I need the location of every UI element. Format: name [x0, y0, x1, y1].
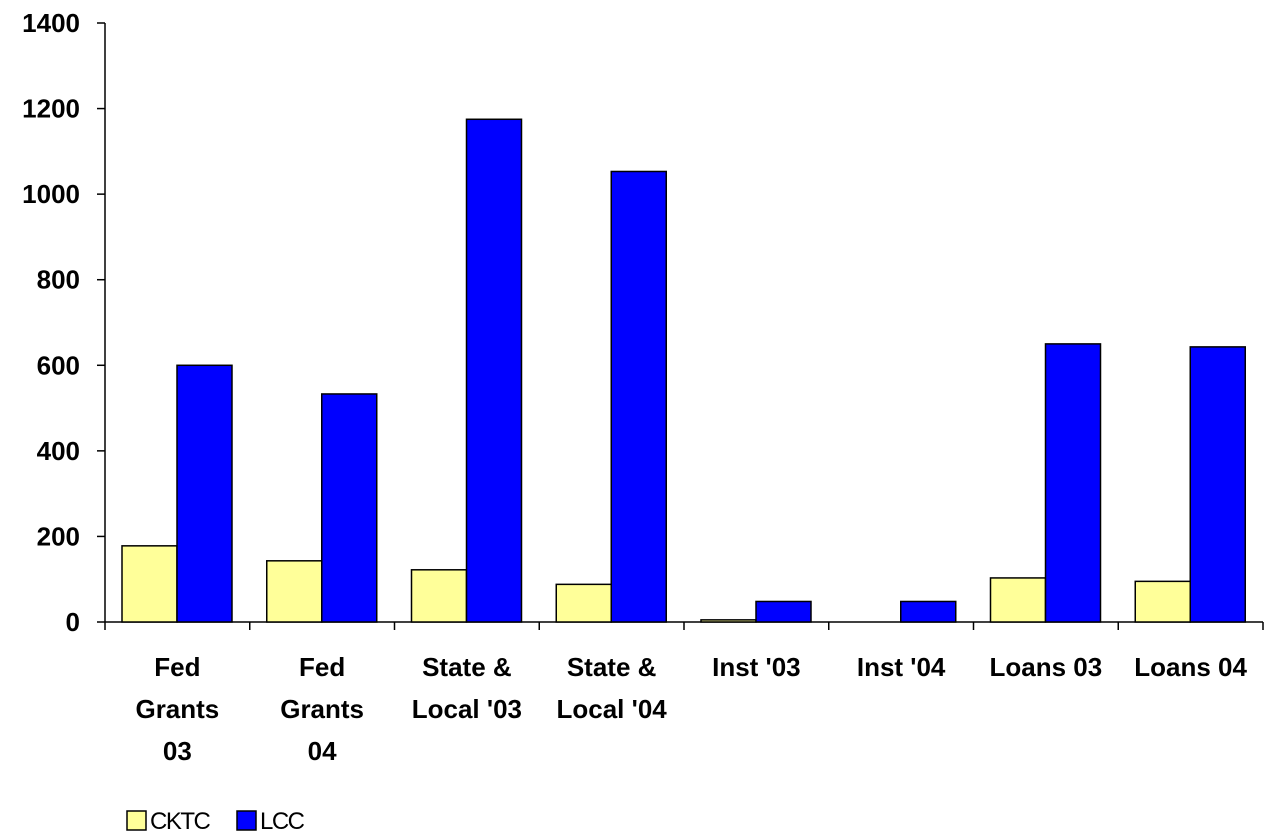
bar-lcc: [1044, 343, 1102, 623]
x-tick-label: Loans 04: [1134, 652, 1247, 682]
bar-cktc: [989, 577, 1047, 623]
bar-cktc: [410, 569, 468, 623]
y-tick-label: 0: [66, 607, 80, 637]
x-tick-label: Fed Grants 04: [280, 652, 364, 766]
bar-lcc: [321, 393, 378, 623]
bar-lcc: [610, 170, 667, 623]
x-tick-label: Inst '04: [857, 652, 946, 682]
y-tick-label: 1000: [22, 179, 80, 209]
bar-cktc: [266, 560, 323, 623]
y-tick-label: 600: [37, 350, 80, 380]
bar-lcc: [755, 600, 812, 623]
y-tick-label: 1400: [22, 8, 80, 38]
x-tick-label: Loans 03: [990, 652, 1103, 682]
y-tick-label: 200: [37, 521, 80, 551]
legend-swatch-lcc: [236, 810, 257, 831]
legend-swatch-cktc: [126, 810, 147, 831]
y-tick-label: 400: [37, 436, 80, 466]
bar-cktc: [121, 545, 178, 623]
bar-cktc: [555, 583, 612, 623]
y-axis-ticks: 0 200 400 600 800 1000 1200 1400: [22, 8, 105, 637]
bar-lcc: [176, 364, 233, 623]
y-tick-label: 1200: [22, 94, 80, 124]
x-tick-label: Fed Grants 03: [135, 652, 219, 766]
bar-cktc: [700, 619, 757, 623]
y-tick-label: 800: [37, 265, 80, 295]
bar-lcc: [465, 118, 523, 623]
x-tick-label: State & Local '04: [557, 652, 668, 724]
x-axis-labels: Fed Grants 03 Fed Grants 04 State & Local '03 St…: [135, 652, 1247, 766]
x-tick-label: State & Local '03: [412, 652, 522, 724]
legend: CKTC LCC: [126, 808, 306, 835]
bar-lcc: [900, 600, 957, 623]
legend-label-lcc: LCC: [260, 808, 305, 835]
bar-lcc: [1189, 346, 1246, 623]
bar-cktc: [1134, 580, 1191, 623]
legend-label-cktc: CKTC: [150, 808, 211, 835]
chart-bars: [121, 118, 1246, 623]
x-tick-label: Inst '03: [712, 652, 801, 682]
